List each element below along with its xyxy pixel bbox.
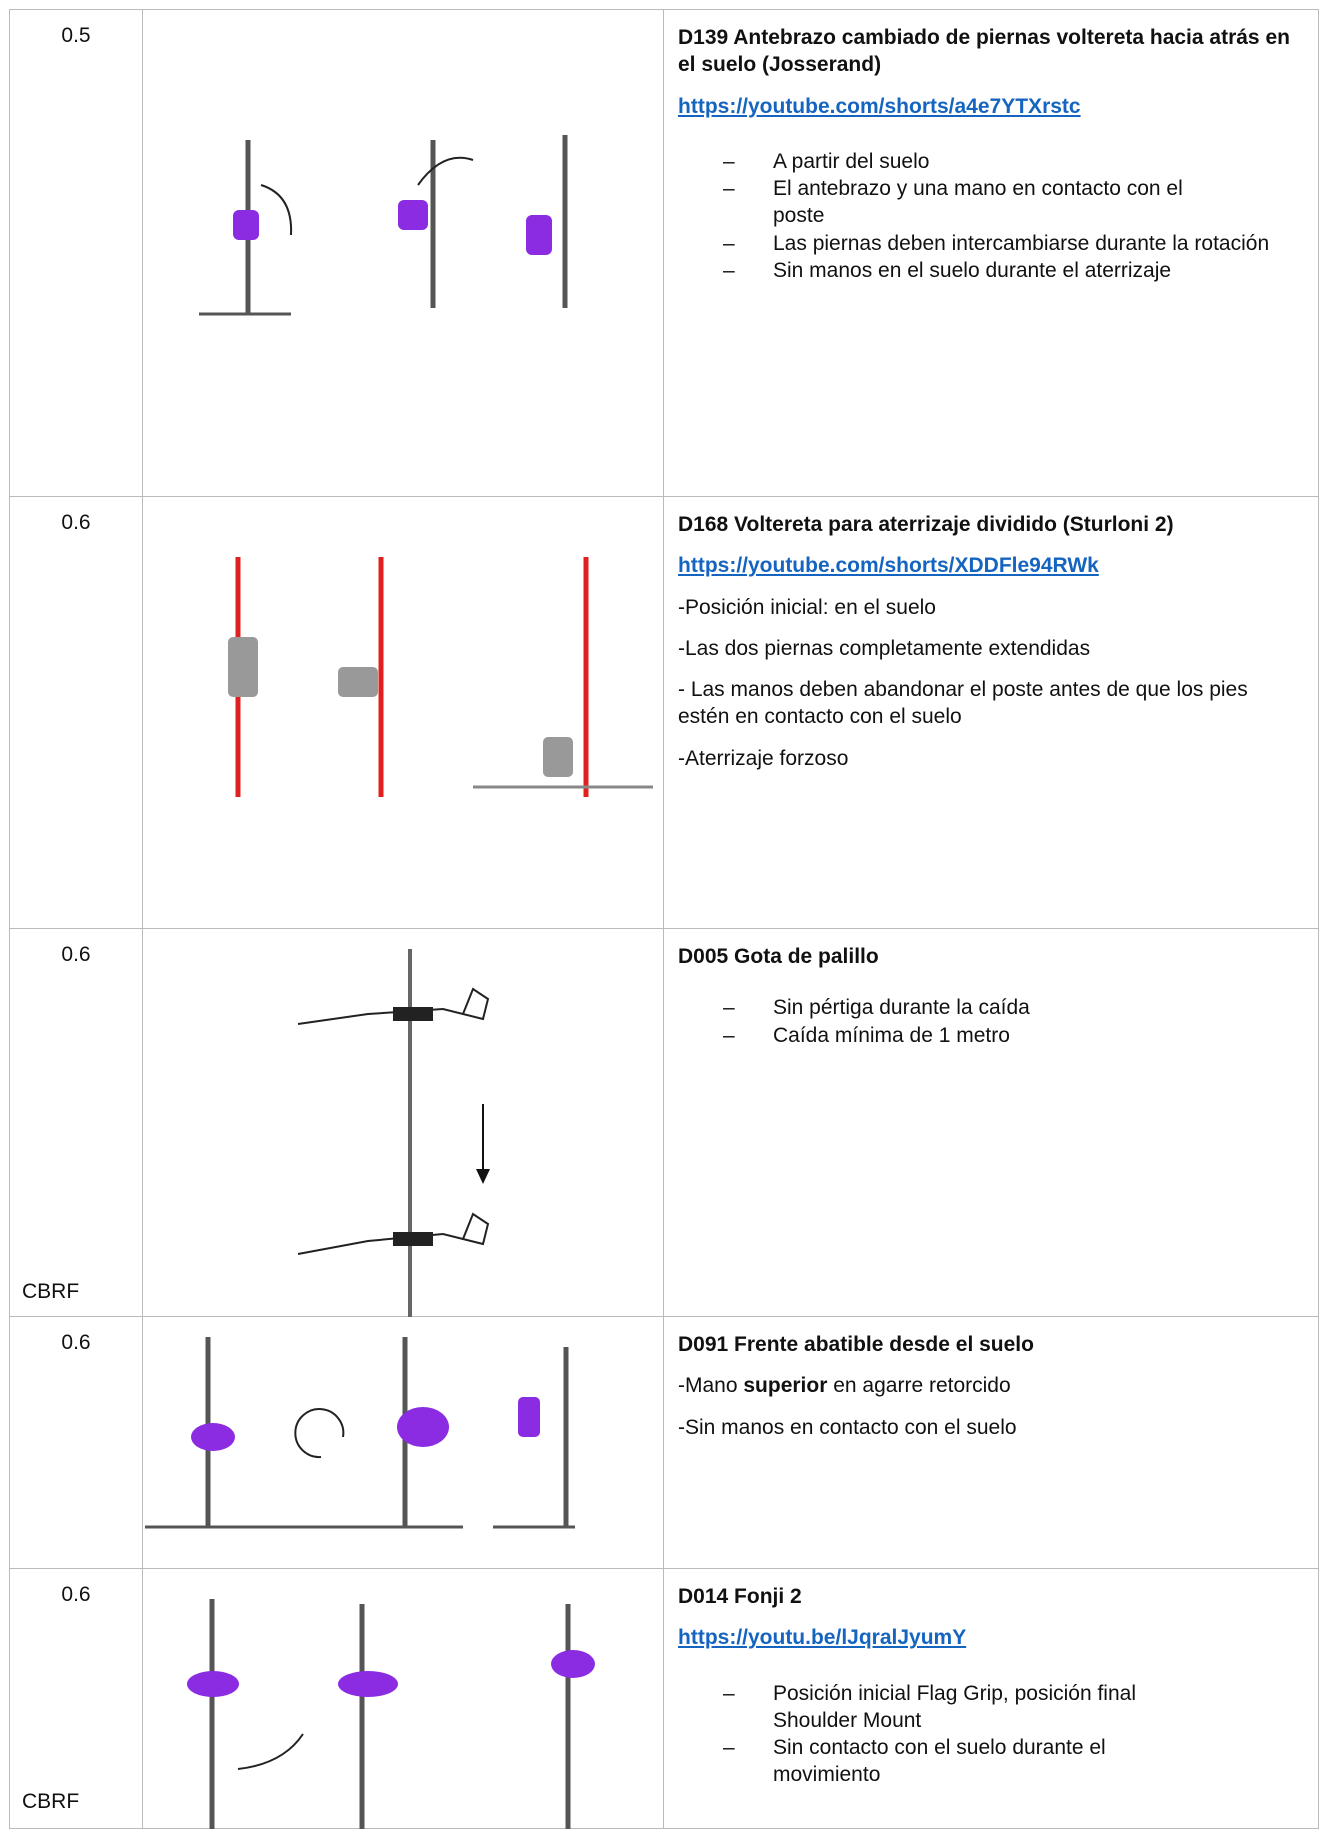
title: D091 Frente abatible desde el suelo xyxy=(678,1333,1034,1356)
title: D005 Gota de palillo xyxy=(678,945,879,968)
paragraph: -Las dos piernas completamente extendida… xyxy=(678,636,1091,660)
value: 0.6 CBRF xyxy=(10,929,143,1317)
illustration xyxy=(143,10,664,497)
note: CBRF xyxy=(22,1280,80,1303)
link[interactable]: https://youtu.be/lJqralJyumY xyxy=(678,1626,967,1650)
bold-text: superior xyxy=(743,1374,828,1398)
value: 0.5 xyxy=(10,10,143,497)
value: 0.6 xyxy=(10,497,143,929)
row: 0.6 D168 Voltereta para aterrizaje divid… xyxy=(10,497,1319,929)
illustration xyxy=(143,497,664,929)
paragraph: -Mano superior en agarre retorcido xyxy=(678,1372,1304,1399)
list-item: Sin manos en el suelo durante el aterriz… xyxy=(723,257,1304,285)
list-item: Sin contacto con el suelo durante el mov… xyxy=(723,1734,1304,1789)
list: A partir del suelo El antebrazo y una ma… xyxy=(678,148,1304,285)
title: D139 Antebrazo cambiado de piernas volte… xyxy=(678,26,1290,77)
value: 0.6 CBRF xyxy=(10,1569,143,1829)
list-item: Las piernas deben intercambiarse durante… xyxy=(723,230,1304,258)
paragraph: -Posición inicial: en el suelo xyxy=(678,595,936,619)
illustration xyxy=(143,1569,664,1829)
value-text: 0.6 xyxy=(61,943,91,966)
note: CBRF xyxy=(22,1790,80,1813)
figure xyxy=(187,1599,595,1829)
link[interactable]: https://youtube.com/shorts/a4e7YTXrstc xyxy=(678,94,1081,118)
figure xyxy=(199,135,568,316)
title: D014 Fonji 2 xyxy=(678,1585,802,1608)
list-item: A partir del suelo xyxy=(723,148,1304,176)
paragraph: - Las manos deben abandonar el poste ant… xyxy=(678,678,1248,729)
illustration xyxy=(143,1317,664,1569)
list-item: Sin pértiga durante la caída xyxy=(723,994,1304,1022)
link[interactable]: https://youtube.com/shorts/XDDFle94RWk xyxy=(678,554,1099,578)
list: Sin pértiga durante la caída Caída mínim… xyxy=(678,994,1304,1049)
figure xyxy=(145,1337,575,1529)
title: D168 Voltereta para aterrizaje dividido … xyxy=(678,513,1174,536)
list: Posición inicial Flag Grip, posición fin… xyxy=(678,1680,1304,1789)
row: 0.5 D139 Antebrazo cambiado de piernas v… xyxy=(10,10,1319,497)
list-item: El antebrazo y una mano en contacto con … xyxy=(723,175,1304,230)
figure xyxy=(297,949,490,1317)
value-text: 0.6 xyxy=(61,1583,91,1606)
text: -Mano xyxy=(678,1374,744,1398)
figure xyxy=(228,557,653,797)
row: 0.6 CBRF D005 Gota de palillo Sin pértiga… xyxy=(10,929,1319,1317)
paragraph: -Sin manos en contacto con el suelo xyxy=(678,1415,1017,1439)
paragraph: -Aterrizaje forzoso xyxy=(678,746,849,770)
list-item: Caída mínima de 1 metro xyxy=(723,1022,1304,1050)
text: en agarre retorcido xyxy=(827,1374,1011,1398)
list-item: Posición inicial Flag Grip, posición fin… xyxy=(723,1680,1304,1735)
row: 0.6 D091 Frente abatible desde el suelo … xyxy=(10,1317,1319,1569)
value: 0.6 xyxy=(10,1317,143,1569)
row: 0.6 CBRF D014 Fonji 2 https://youtu.be/lJ… xyxy=(10,1569,1319,1829)
illustration xyxy=(143,929,664,1317)
table: 0.5 D139 Antebrazo cambiado de piernas v… xyxy=(9,9,1319,1829)
